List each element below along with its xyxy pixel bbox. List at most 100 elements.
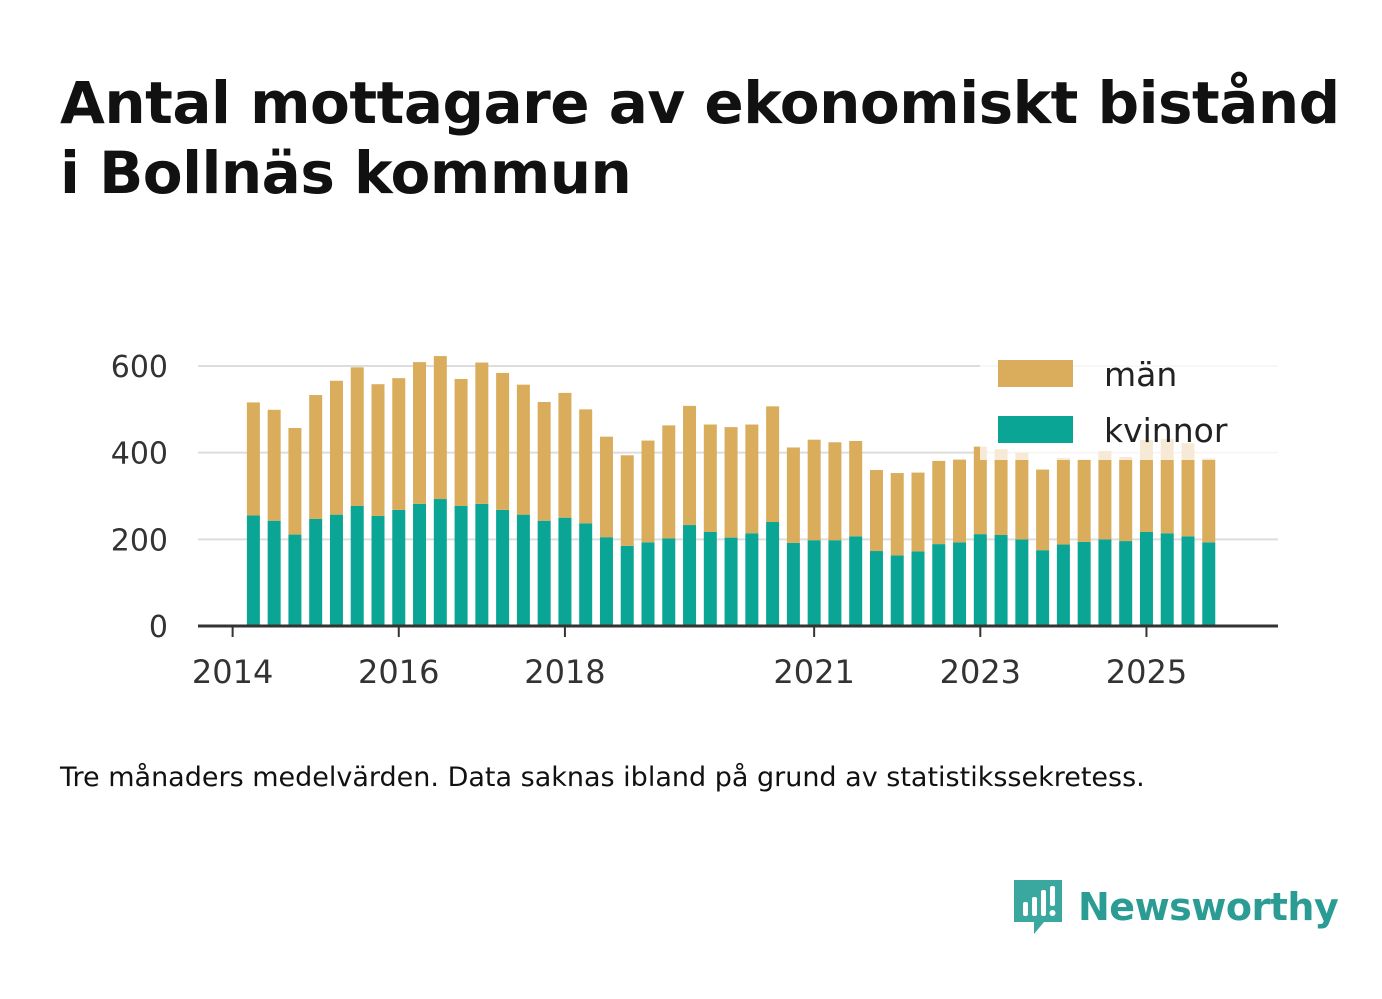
- axes: 0 200 400 600 2014 2016 2018 2021 2023 2025: [111, 350, 1278, 691]
- bar-man: [309, 395, 323, 519]
- bar-man: [1181, 443, 1195, 537]
- bar-kvinnor: [932, 544, 946, 626]
- bar-kvinnor: [413, 503, 427, 626]
- y-tick-label: 400: [111, 437, 168, 472]
- chart-title-line-1: Antal mottagare av ekonomiskt bistånd: [60, 69, 1340, 137]
- x-tick-label: 2016: [358, 653, 439, 691]
- bar-man: [537, 401, 551, 521]
- bar-man: [246, 402, 260, 516]
- bar-kvinnor: [641, 542, 655, 626]
- bar-kvinnor: [599, 537, 613, 626]
- bar-man: [475, 362, 489, 504]
- bar-man: [558, 392, 572, 518]
- bar-kvinnor: [953, 542, 967, 626]
- bar-man: [1119, 457, 1133, 542]
- bar-kvinnor: [766, 522, 780, 626]
- y-tick-label: 0: [149, 610, 168, 645]
- bar-man: [849, 440, 863, 537]
- legend-label-man: män: [1104, 355, 1177, 394]
- bar-man: [1098, 450, 1112, 540]
- chart-title-line-2: i Bollnäs kommun: [60, 139, 632, 207]
- bar-man: [890, 473, 904, 556]
- bar-man: [1077, 459, 1091, 542]
- bar-kvinnor: [911, 551, 925, 626]
- bar-man: [869, 470, 883, 552]
- bar-kvinnor: [558, 517, 572, 626]
- legend: män kvinnor: [980, 350, 1278, 460]
- bar-kvinnor: [1119, 541, 1133, 626]
- bar-kvinnor: [1181, 536, 1195, 626]
- y-tick-label: 200: [111, 523, 168, 558]
- bar-kvinnor: [309, 518, 323, 626]
- bar-kvinnor: [246, 515, 260, 626]
- bar-man: [267, 409, 281, 521]
- stacked-bar-chart: 0 200 400 600 2014 2016 2018 2021 2023 2025 män kv…: [111, 350, 1278, 691]
- bar-man: [932, 460, 946, 545]
- bar-man: [1160, 438, 1174, 534]
- bar-kvinnor: [683, 525, 697, 626]
- bar-man: [1056, 457, 1070, 545]
- bar-kvinnor: [1036, 550, 1050, 626]
- bar-kvinnor: [350, 505, 364, 626]
- bar-man: [703, 424, 717, 532]
- bar-kvinnor: [1139, 531, 1153, 626]
- bar-kvinnor: [890, 555, 904, 626]
- bar-man: [350, 367, 364, 506]
- bar-man: [371, 384, 385, 516]
- bar-kvinnor: [620, 545, 634, 626]
- x-tick-label: 2025: [1106, 653, 1187, 691]
- bar-kvinnor: [1015, 539, 1029, 626]
- bar-man: [329, 380, 343, 515]
- bar-kvinnor: [288, 534, 302, 626]
- bar-man: [620, 455, 634, 546]
- x-tick-label: 2014: [192, 653, 273, 691]
- bar-man: [641, 440, 655, 543]
- bar-kvinnor: [371, 515, 385, 626]
- bar-kvinnor: [1056, 544, 1070, 626]
- bar-man: [807, 439, 821, 541]
- x-tick-label: 2018: [524, 653, 605, 691]
- bar-kvinnor: [849, 536, 863, 626]
- legend-swatch-man: [998, 360, 1073, 387]
- bar-man: [392, 378, 406, 510]
- bar-kvinnor: [973, 534, 987, 626]
- bar-man: [911, 472, 925, 552]
- bar-man: [496, 372, 510, 510]
- bar-kvinnor: [786, 542, 800, 626]
- bar-kvinnor: [703, 531, 717, 626]
- bar-man: [579, 409, 593, 524]
- bar-man: [413, 362, 427, 504]
- bar-man: [724, 427, 738, 538]
- bar-man: [1202, 458, 1216, 543]
- bar-man: [1015, 452, 1029, 540]
- bar-kvinnor: [828, 540, 842, 626]
- legend-label-kvinnor: kvinnor: [1104, 411, 1228, 450]
- bar-man: [433, 356, 447, 500]
- x-tick-label: 2021: [773, 653, 854, 691]
- bar-kvinnor: [745, 533, 759, 626]
- bar-kvinnor: [1098, 539, 1112, 626]
- bar-man: [745, 424, 759, 534]
- bar-man: [662, 425, 676, 539]
- bar-man: [1036, 469, 1050, 551]
- bar-kvinnor: [392, 509, 406, 626]
- bar-kvinnor: [537, 520, 551, 626]
- bar-kvinnor: [1202, 542, 1216, 626]
- bar-kvinnor: [516, 514, 530, 626]
- bar-man: [973, 446, 987, 535]
- bar-kvinnor: [994, 535, 1008, 626]
- bar-man: [288, 427, 302, 535]
- chart-title: Antal mottagare av ekonomiskt bistånd i …: [60, 68, 1340, 208]
- bar-man: [454, 379, 468, 506]
- bar-man: [516, 384, 530, 515]
- bar-kvinnor: [454, 505, 468, 626]
- bar-kvinnor: [496, 509, 510, 626]
- bar-kvinnor: [1077, 541, 1091, 626]
- bar-kvinnor: [475, 503, 489, 626]
- newsworthy-logo-icon: [1014, 880, 1062, 934]
- bars: [246, 356, 1216, 626]
- y-tick-label: 600: [111, 350, 168, 385]
- bar-kvinnor: [807, 540, 821, 626]
- bar-man: [828, 442, 842, 541]
- bar-kvinnor: [1160, 533, 1174, 626]
